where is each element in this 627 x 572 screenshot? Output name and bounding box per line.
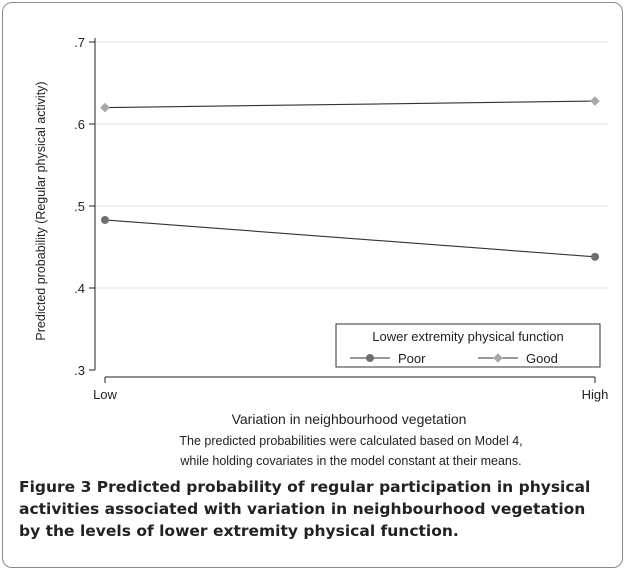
data-point-good bbox=[100, 102, 110, 113]
legend-marker bbox=[493, 353, 503, 363]
chart-note: while holding covariates in the model co… bbox=[179, 454, 521, 468]
figure-label: Figure 3 bbox=[19, 478, 92, 496]
data-point-poor bbox=[101, 215, 109, 224]
legend-marker bbox=[366, 354, 374, 362]
series-line-poor bbox=[104, 219, 596, 258]
y-tick-label: .6 bbox=[74, 117, 85, 132]
data-point-poor bbox=[591, 252, 599, 261]
chart-note: The predicted probabilities were calcula… bbox=[179, 434, 522, 448]
figure-caption: Figure 3 Predicted probability of regula… bbox=[19, 476, 609, 542]
x-tick-label: High bbox=[582, 387, 609, 402]
legend bbox=[335, 323, 601, 368]
y-axis-title: Predicted probability (Regular physical … bbox=[34, 81, 48, 340]
line-chart: .3 .4 .5 .6 .7 Low High Predicted probability (… bbox=[34, 35, 609, 468]
y-tick-label: .4 bbox=[74, 281, 85, 296]
legend-label: Poor bbox=[398, 351, 426, 366]
x-tick-label: Low bbox=[93, 387, 117, 402]
series-line-good bbox=[104, 100, 596, 109]
y-tick-label: .5 bbox=[74, 199, 85, 214]
legend-title: Lower extremity physical function bbox=[372, 329, 563, 344]
x-axis-title: Variation in neighbourhood vegetation bbox=[232, 411, 467, 427]
legend-label: Good bbox=[526, 351, 558, 366]
data-point-good bbox=[590, 96, 600, 106]
y-tick-label: .7 bbox=[74, 35, 85, 50]
figure-caption-text: Predicted probability of regular partici… bbox=[19, 478, 591, 540]
y-tick-label: .3 bbox=[74, 363, 85, 378]
